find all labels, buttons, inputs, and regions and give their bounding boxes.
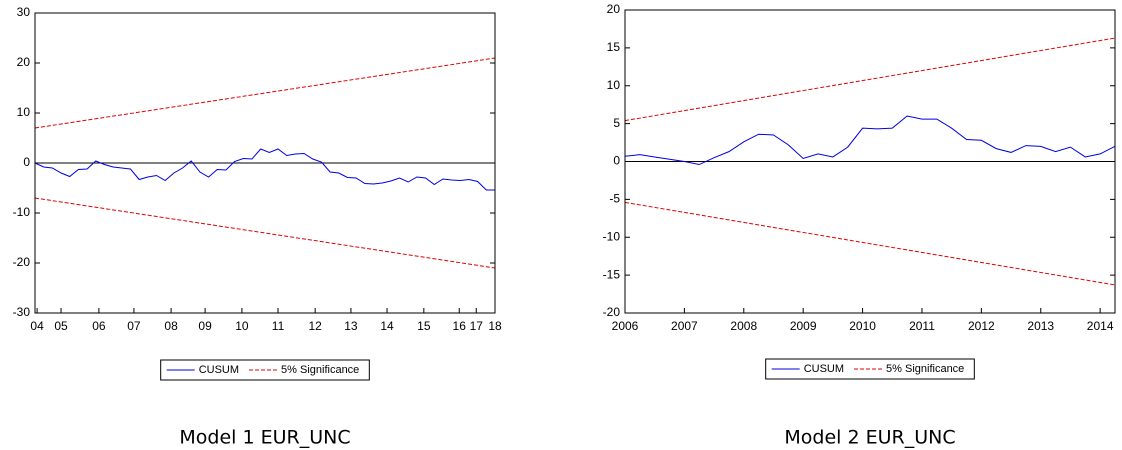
y-tick-label: 10	[607, 78, 621, 92]
y-tick-label: 10	[17, 105, 31, 119]
x-tick-label: 16	[453, 319, 467, 333]
x-tick-label: 12	[308, 319, 322, 333]
y-tick-label: 20	[607, 2, 621, 16]
series-line	[34, 148, 495, 191]
x-tick-label: 07	[127, 319, 141, 333]
x-tick-label: 2012	[968, 319, 995, 333]
x-tick-label: 2009	[790, 319, 817, 333]
y-tick-label: -10	[603, 229, 621, 243]
x-tick-label: 14	[380, 319, 394, 333]
x-tick-label: 10	[235, 319, 249, 333]
plot-frame	[624, 9, 1116, 314]
series-line	[624, 37, 1116, 122]
y-tick-label: -30	[13, 305, 31, 319]
legend-label: 5% Significance	[886, 363, 964, 375]
x-tick-label: 2013	[1027, 319, 1054, 333]
significance-lower	[624, 201, 1116, 286]
caption: Model 2 EUR_UNC	[784, 427, 955, 449]
legend-label: CUSUM	[804, 363, 844, 375]
significance-lower	[34, 197, 496, 269]
x-tick-label: 2014	[1087, 319, 1114, 333]
y-tick-label: 20	[17, 55, 31, 69]
y-tick-label: -20	[603, 305, 621, 319]
x-tick-label: 11	[272, 319, 285, 333]
x-tick-label: 08	[164, 319, 178, 333]
x-tick-label: 2010	[849, 319, 876, 333]
x-tick-label: 06	[92, 319, 106, 333]
x-tick-label: 09	[198, 319, 212, 333]
x-tick-label: 18	[488, 319, 502, 333]
plot-frame	[34, 12, 496, 314]
y-tick-label: -20	[13, 255, 31, 269]
legend-label: CUSUM	[199, 364, 239, 376]
x-tick-label: 13	[344, 319, 358, 333]
x-tick-label: 2008	[730, 319, 757, 333]
y-tick-label: 30	[17, 5, 31, 19]
series-line	[624, 115, 1116, 166]
y-tick-label: 0	[23, 155, 30, 169]
legend-label: 5% Significance	[281, 364, 359, 376]
x-tick-label: 2011	[909, 319, 935, 333]
series-line	[34, 57, 496, 129]
x-tick-label: 2007	[671, 319, 698, 333]
y-tick-label: 5	[613, 116, 620, 130]
caption: Model 1 EUR_UNC	[179, 427, 350, 449]
y-tick-label: 0	[613, 154, 620, 168]
y-tick-label: 15	[607, 40, 621, 54]
y-tick-label: -15	[603, 267, 621, 281]
x-tick-label: 05	[54, 319, 68, 333]
x-tick-label: 04	[30, 319, 44, 333]
x-tick-label: 17	[470, 319, 484, 333]
y-tick-label: -10	[13, 205, 31, 219]
x-tick-label: 15	[417, 319, 431, 333]
x-tick-label: 2006	[612, 319, 639, 333]
y-tick-label: -5	[609, 192, 620, 206]
